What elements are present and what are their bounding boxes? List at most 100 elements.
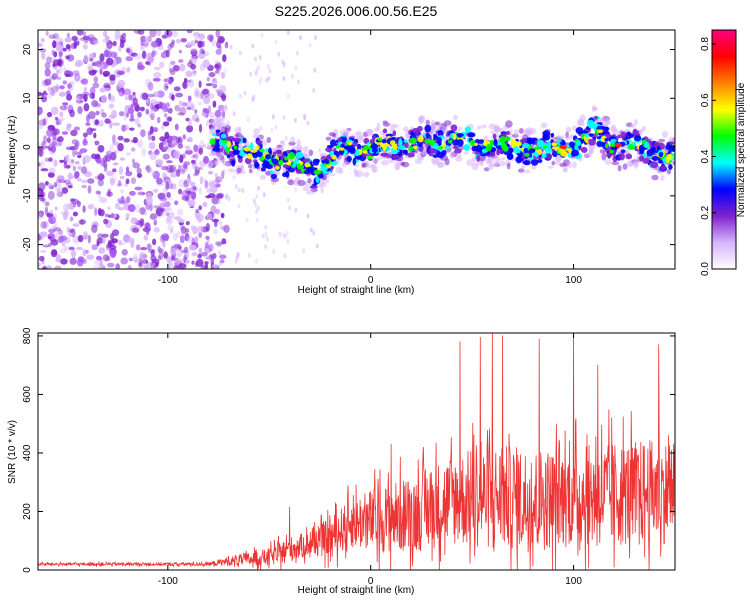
noise-blob [151, 135, 156, 141]
noise-blob [272, 249, 276, 254]
noise-blob [55, 138, 61, 142]
noise-blob [232, 174, 236, 180]
noise-blob [186, 235, 194, 244]
noise-blob [215, 176, 223, 183]
ridge-blob [434, 121, 440, 126]
noise-blob [153, 149, 160, 156]
noise-blob [208, 93, 215, 99]
noise-blob [162, 153, 170, 160]
ridge-blob [617, 134, 622, 139]
noise-blob [38, 146, 42, 155]
noise-blob [197, 42, 205, 48]
noise-blob [202, 201, 208, 208]
noise-blob [216, 40, 221, 49]
ridge-blob [478, 139, 485, 145]
noise-blob [256, 205, 260, 211]
noise-blob [153, 66, 161, 71]
noise-blob [145, 222, 151, 228]
noise-blob [162, 239, 166, 248]
noise-blob [130, 177, 137, 185]
noise-blob [103, 218, 109, 225]
noise-blob [76, 178, 82, 182]
noise-blob [220, 116, 227, 120]
noise-blob [177, 138, 182, 143]
noise-blob [106, 150, 112, 156]
noise-blob [98, 263, 105, 269]
ridge-blob [474, 142, 478, 146]
noise-blob [58, 50, 63, 57]
ridge-blob [633, 135, 642, 142]
noise-blob [44, 68, 51, 77]
ridge-blob [437, 137, 442, 144]
noise-blob [189, 73, 197, 77]
noise-blob [185, 259, 190, 264]
noise-blob [221, 238, 227, 245]
noise-blob [299, 35, 303, 41]
noise-blob [60, 106, 68, 112]
noise-blob [93, 40, 99, 45]
ridge-peak [614, 142, 622, 148]
noise-blob [189, 48, 198, 52]
noise-blob [178, 188, 183, 195]
noise-blob [42, 200, 50, 205]
noise-blob [62, 80, 68, 85]
ridge-blob [523, 147, 529, 154]
noise-blob [74, 61, 83, 67]
noise-blob [204, 180, 209, 189]
noise-blob [194, 36, 199, 43]
noise-blob [95, 190, 101, 195]
colorbar-ticks: 0.0 0.2 0.4 0.6 0.8 [700, 37, 716, 276]
noise-blob [58, 91, 67, 97]
noise-blob [179, 235, 185, 244]
noise-blob [43, 94, 47, 98]
ridge-blob [492, 133, 497, 140]
noise-blob [215, 70, 220, 74]
noise-blob [220, 257, 224, 263]
noise-blob [145, 53, 153, 62]
noise-blob [205, 83, 213, 87]
ridge-blob [221, 139, 228, 144]
noise-blob [185, 70, 193, 77]
noise-blob [291, 73, 294, 79]
noise-blob [53, 227, 62, 232]
x-tick-label: 100 [565, 275, 582, 286]
ridge-blob [432, 148, 438, 154]
ridge-blob [255, 144, 260, 151]
noise-blob [99, 209, 105, 217]
ridge-blob [265, 164, 273, 169]
ridge-blob [601, 153, 607, 161]
ridge-blob [219, 123, 224, 128]
noise-blob [108, 103, 115, 109]
ridge-blob [438, 146, 444, 150]
ridge-blob [558, 148, 566, 154]
noise-blob [282, 76, 286, 82]
noise-blob [79, 148, 88, 153]
noise-blob [251, 43, 255, 49]
noise-blob [57, 138, 63, 147]
snr-y-axis-label: SNR (10 * v/v) [7, 420, 18, 484]
noise-blob [138, 257, 143, 267]
noise-blob [60, 258, 68, 265]
ridge-blob [276, 147, 284, 151]
ridge-blob [609, 149, 614, 154]
ridge-blob [576, 140, 582, 147]
noise-blob [114, 35, 122, 41]
noise-blob [167, 225, 175, 231]
noise-blob [146, 93, 155, 98]
noise-blob [77, 151, 83, 155]
noise-blob [173, 150, 181, 160]
noise-blob [294, 187, 298, 193]
ridge-blob [611, 161, 620, 166]
noise-blob [264, 224, 268, 230]
noise-blob [193, 144, 199, 153]
ridge-blob [271, 158, 279, 163]
noise-blob [147, 35, 152, 43]
noise-blob [219, 37, 224, 44]
colorbar-tick-label: 0.6 [700, 93, 711, 107]
ridge-blob [668, 141, 675, 145]
noise-blob [143, 234, 149, 241]
noise-blob [66, 164, 71, 169]
ridge-blob [331, 154, 337, 160]
noise-blob [175, 257, 182, 264]
